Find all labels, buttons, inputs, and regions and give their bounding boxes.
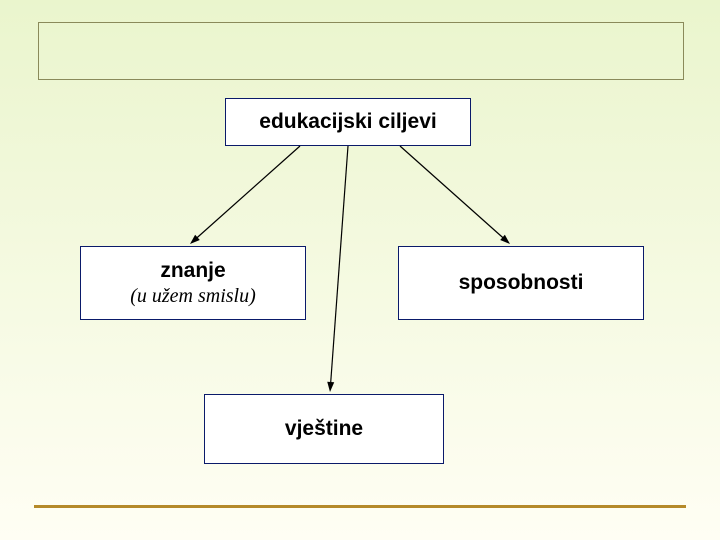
- box-right: sposobnosti: [398, 246, 644, 320]
- box-bottom: vještine: [204, 394, 444, 464]
- box-left-title: znanje: [160, 258, 225, 283]
- box-left-subtitle: (u užem smislu): [130, 284, 256, 308]
- box-bottom-title: vještine: [285, 416, 363, 441]
- box-top-title: edukacijski ciljevi: [259, 109, 436, 134]
- slide: edukacijski ciljevi znanje (u užem smisl…: [0, 0, 720, 540]
- box-right-title: sposobnosti: [459, 270, 584, 295]
- title-frame: [38, 22, 684, 80]
- box-left: znanje (u užem smislu): [80, 246, 306, 320]
- box-top: edukacijski ciljevi: [225, 98, 471, 146]
- footer-line: [34, 505, 686, 508]
